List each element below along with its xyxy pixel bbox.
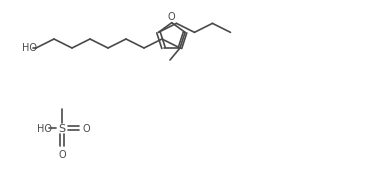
Text: HO: HO [22,43,37,53]
Text: O: O [168,12,175,22]
Text: HO: HO [37,124,52,134]
Text: S: S [59,124,66,134]
Text: O: O [58,150,66,160]
Text: O: O [83,124,91,134]
